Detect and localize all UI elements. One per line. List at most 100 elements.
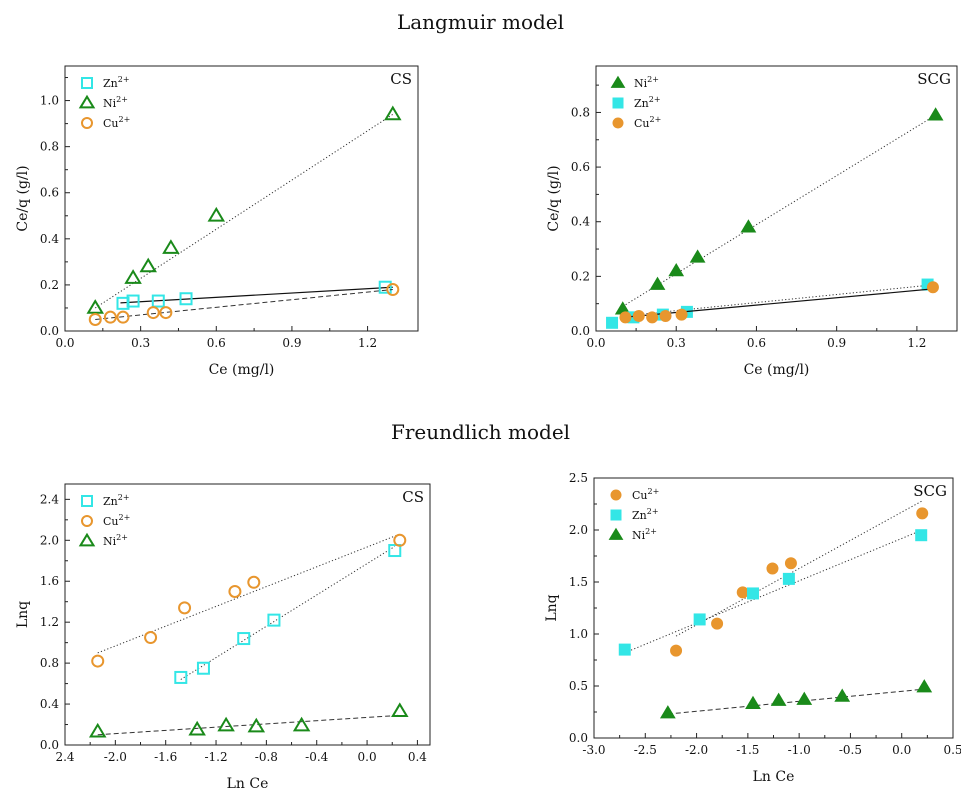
- y-axis-label: Lnq: [544, 594, 560, 621]
- data-point-ni: [384, 105, 402, 121]
- x-tick-label: -1.0: [788, 743, 811, 757]
- series-ni: [659, 679, 933, 719]
- legend-label-zn: Zn2+: [634, 95, 661, 110]
- x-tick-label: -0.5: [839, 743, 862, 757]
- y-tick-label: 2.4: [40, 492, 59, 506]
- data-point-zn: [388, 544, 402, 558]
- data-point-cu: [784, 557, 797, 570]
- plot-frame: [595, 65, 958, 332]
- fit-line-ni: [622, 114, 936, 307]
- data-point-zn: [179, 292, 193, 306]
- x-tick-label: 0.9: [827, 336, 846, 350]
- legend-marker-zn: [610, 509, 622, 521]
- data-point-cu: [736, 586, 749, 599]
- legend-label-zn: Zn2+: [103, 75, 130, 90]
- y-axis-label: Ce/q (g/l): [546, 165, 562, 231]
- y-tick-label: 0.4: [571, 215, 590, 229]
- data-point-cu: [146, 306, 160, 320]
- series-cu: [619, 281, 939, 324]
- freundlich-title: Freundlich model: [390, 420, 571, 444]
- data-point-zn: [606, 316, 619, 329]
- legend-marker-cu: [612, 117, 624, 129]
- data-point-zn: [267, 613, 281, 627]
- fit-line-zn: [622, 284, 936, 317]
- x-tick-label: 0.0: [586, 336, 605, 350]
- y-tick-label: 1.2: [40, 615, 59, 629]
- x-tick-label: 0.4: [408, 750, 427, 764]
- data-point-ni: [770, 692, 787, 706]
- x-tick-label: -0.4: [305, 750, 329, 764]
- data-point-cu: [393, 533, 407, 547]
- fit-line-cu: [675, 500, 923, 637]
- legend-label-cu: Cu2+: [632, 487, 659, 502]
- panel-label: SCG: [917, 70, 951, 88]
- x-tick-label: 0.9: [282, 336, 301, 350]
- data-point-ni: [162, 239, 180, 254]
- data-point-cu: [247, 575, 261, 589]
- series-zn: [174, 544, 402, 684]
- data-point-zn: [174, 670, 188, 684]
- series-zn: [116, 280, 393, 310]
- y-tick-label: 1.0: [569, 627, 588, 641]
- y-tick-label: 1.6: [40, 574, 59, 588]
- legend-label-ni: Ni2+: [103, 533, 128, 548]
- data-point-zn: [378, 280, 392, 294]
- y-tick-label: 0.8: [40, 140, 59, 154]
- data-point-ni: [689, 249, 706, 263]
- data-point-zn: [151, 294, 165, 308]
- data-point-cu: [632, 309, 645, 322]
- data-point-ni: [659, 705, 676, 719]
- legend-marker-ni: [78, 532, 96, 547]
- y-tick-label: 0.4: [40, 232, 59, 246]
- x-tick-label: -1.6: [154, 750, 177, 764]
- data-point-cu: [228, 584, 242, 598]
- data-point-cu: [766, 562, 779, 575]
- data-point-zn: [126, 294, 140, 308]
- y-axis-label: Ce/q (g/l): [15, 165, 31, 231]
- x-tick-label: -3.0: [582, 743, 605, 757]
- x-tick-label: -2.5: [634, 743, 657, 757]
- data-point-ni: [927, 107, 944, 121]
- data-point-cu: [675, 308, 688, 321]
- legend-label-cu: Cu2+: [103, 513, 130, 528]
- plot-frame: [64, 65, 419, 332]
- fit-line-cu: [95, 289, 393, 320]
- y-tick-label: 0.2: [571, 269, 590, 283]
- freundlich-cs-chart: 2.4 -2.0 -1.6 -1.2 -0.8 -0.4 0.0 0.4 0.0 0.4 0.8 1.…: [15, 483, 431, 792]
- data-point-zn: [915, 529, 928, 542]
- legend-marker-zn: [81, 495, 93, 507]
- data-point-cu: [670, 644, 683, 657]
- legend-label-cu: Cu2+: [103, 115, 130, 130]
- data-point-cu: [711, 617, 724, 630]
- y-tick-label: 0.0: [571, 324, 590, 338]
- x-tick-label: 1.2: [907, 336, 926, 350]
- data-point-cu: [619, 311, 632, 324]
- y-tick-label: 0.8: [40, 656, 59, 670]
- data-point-ni: [834, 688, 851, 702]
- fit-line-cu: [622, 288, 936, 318]
- series-cu: [91, 533, 407, 668]
- x-tick-label: 0.5: [943, 743, 961, 757]
- y-tick-label: 0.0: [569, 731, 588, 745]
- y-tick-label: 0.4: [40, 697, 59, 711]
- series-zn: [618, 529, 928, 656]
- fit-line-ni: [667, 688, 925, 715]
- y-tick-label: 0.5: [569, 679, 588, 693]
- x-tick-label: -2.0: [104, 750, 127, 764]
- data-point-cu: [103, 310, 117, 324]
- data-point-zn: [693, 613, 706, 626]
- legend-marker-cu: [610, 489, 622, 501]
- data-point-ni: [649, 276, 666, 290]
- legend-marker-cu: [81, 515, 93, 527]
- legend-marker-zn: [81, 77, 93, 89]
- y-tick-label: 0.0: [40, 324, 59, 338]
- fit-line-ni: [94, 113, 394, 309]
- x-tick-label: 1.2: [358, 336, 377, 350]
- data-point-cu: [646, 311, 659, 324]
- fit-line-ni: [97, 714, 400, 736]
- data-point-zn: [196, 661, 210, 675]
- data-point-ni: [668, 263, 685, 277]
- legend-label-ni: Ni2+: [103, 95, 128, 110]
- legend-label-zn: Zn2+: [632, 507, 659, 522]
- x-tick-label: 0.3: [131, 336, 150, 350]
